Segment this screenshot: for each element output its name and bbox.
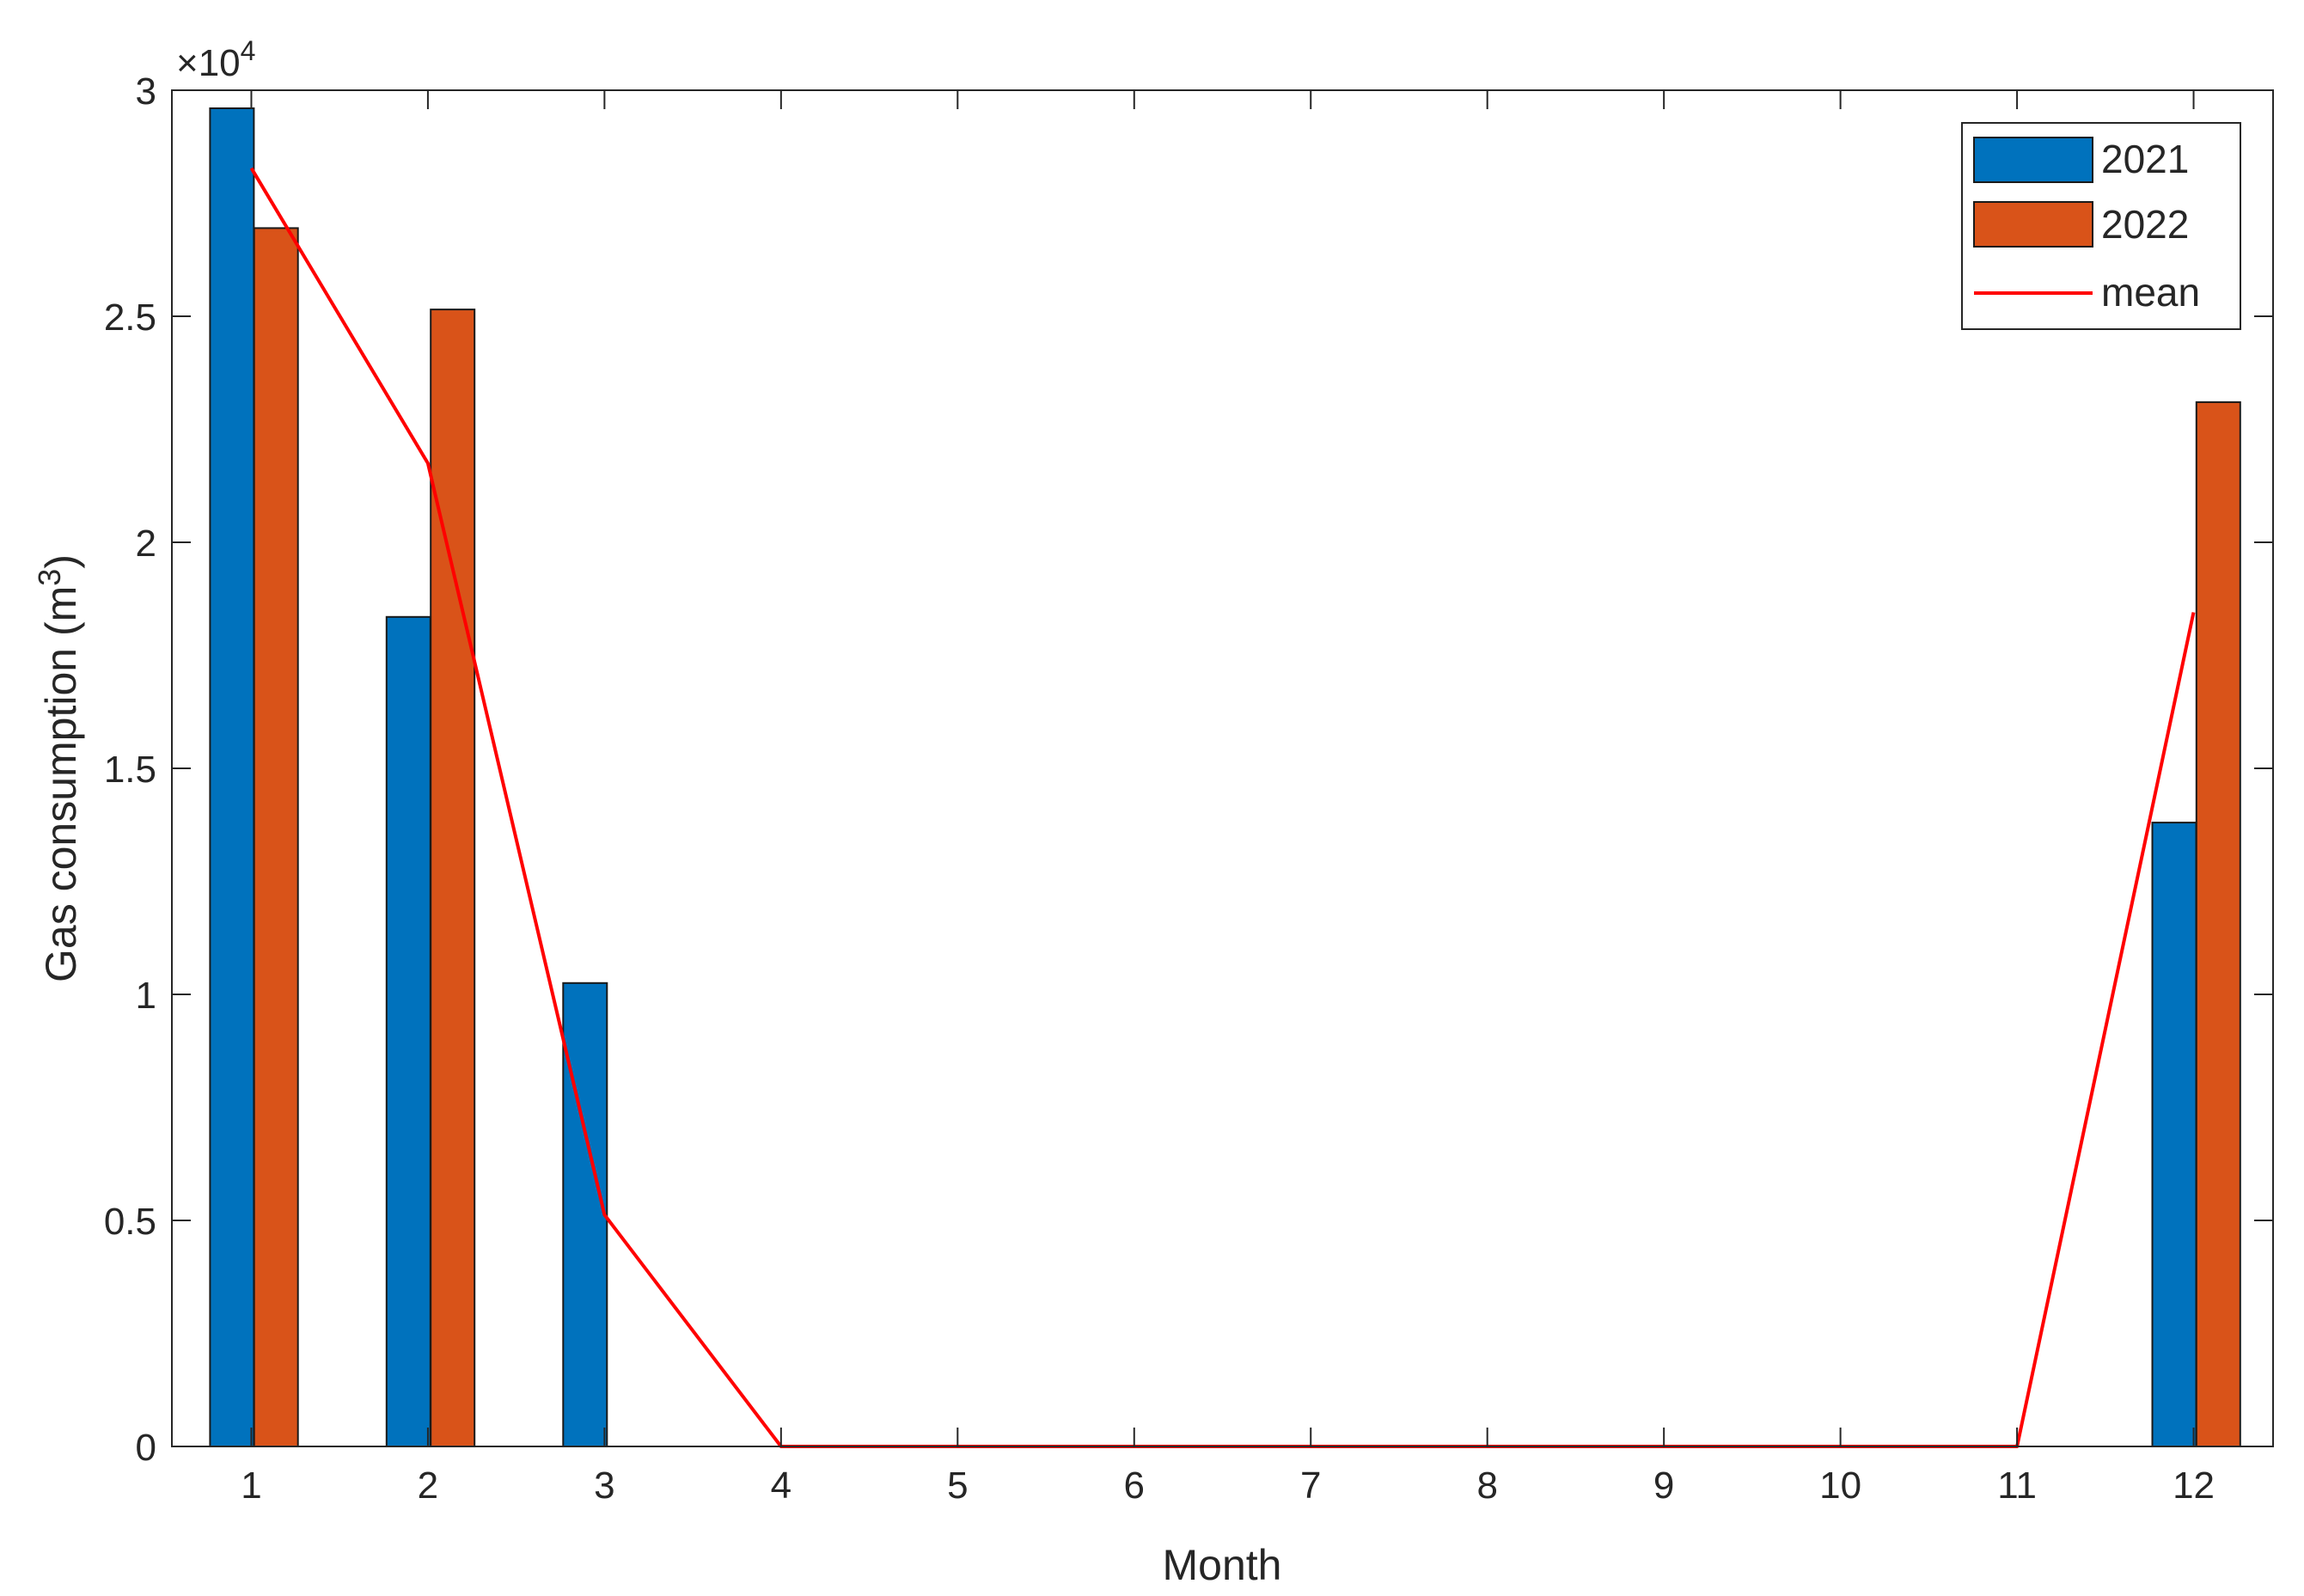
x-tick-label: 11 [1997, 1465, 2037, 1507]
plot-area [172, 90, 2273, 1446]
legend: 2021 2022 mean [1961, 122, 2241, 330]
bar-2022-month-12 [2195, 401, 2241, 1447]
bar-2021-month-2 [385, 615, 431, 1447]
y-tick-label: 1 [136, 975, 156, 1017]
bar-2021-month-12 [2151, 822, 2197, 1447]
x-axis-ticks: 1 2 3 4 5 6 7 8 9 10 11 12 [241, 90, 2215, 1507]
legend-label-mean: mean [2101, 270, 2200, 315]
y-tick-label: 2 [136, 523, 156, 565]
bar-2021-month-3 [562, 981, 608, 1448]
bar-2021-month-1 [209, 107, 255, 1447]
x-tick-label: 2 [418, 1465, 438, 1507]
y-axis-ticks: 0 0.5 1 1.5 2 2.5 3 [104, 70, 2273, 1469]
y-axis-label-superscript: 3 [32, 569, 67, 586]
y-tick-label: 1.5 [104, 749, 156, 791]
bars-layer [209, 107, 2241, 1448]
y-axis-label: Gas consumption (m3) [32, 554, 85, 982]
bar-2022-month-2 [430, 309, 476, 1448]
legend-label-2021: 2021 [2101, 137, 2189, 181]
y-tick-label: 2.5 [104, 297, 156, 339]
y-exponent-label: ×104 [176, 35, 255, 84]
y-tick-label: 0 [136, 1427, 156, 1469]
legend-swatch-2021 [1973, 137, 2093, 183]
x-tick-label: 9 [1653, 1465, 1674, 1507]
legend-swatch-2022 [1973, 201, 2093, 248]
y-tick-label: 3 [136, 70, 156, 113]
y-axis-label-suffix: ) [37, 554, 85, 569]
y-exponent-power: 4 [241, 35, 256, 66]
x-tick-label: 5 [947, 1465, 968, 1507]
x-tick-label: 10 [1819, 1465, 1861, 1507]
x-tick-label: 12 [2173, 1465, 2215, 1507]
x-tick-label: 8 [1476, 1465, 1497, 1507]
x-tick-label: 7 [1300, 1465, 1321, 1507]
x-axis-label: Month [1163, 1541, 1282, 1589]
x-tick-label: 4 [771, 1465, 791, 1507]
bar-2022-month-1 [253, 227, 299, 1447]
x-tick-label: 1 [241, 1465, 261, 1507]
x-tick-label: 6 [1124, 1465, 1145, 1507]
y-tick-label: 0.5 [104, 1201, 156, 1243]
x-tick-label: 3 [594, 1465, 614, 1507]
legend-label-2022: 2022 [2101, 202, 2189, 247]
